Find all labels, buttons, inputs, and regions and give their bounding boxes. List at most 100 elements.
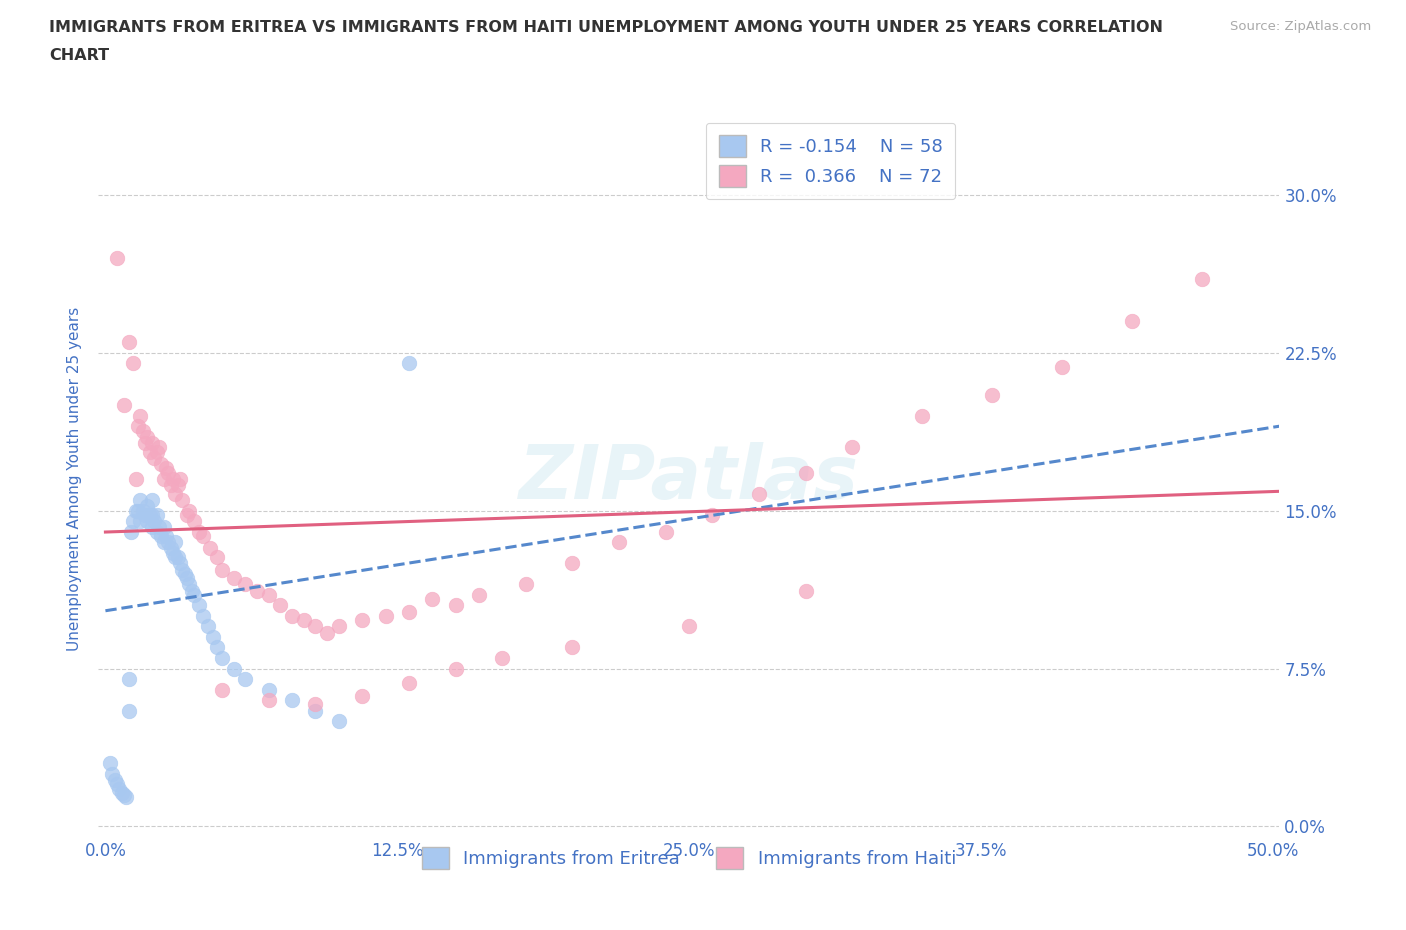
Point [148,440,170,455]
Point [141,435,163,451]
Point [183,513,205,528]
Point [211,682,233,697]
Point [150,457,173,472]
Point [98,756,121,771]
Point [183,588,205,603]
Point [200,541,222,556]
Point [398,604,420,619]
Point [561,640,583,655]
Point [136,498,159,513]
Point [165,486,187,501]
Point [398,355,420,370]
Point [1121,313,1143,328]
Point [398,676,420,691]
Point [197,619,219,634]
Point [257,693,280,708]
Point [127,418,149,433]
Point [235,671,257,686]
Text: Source: ZipAtlas.com: Source: ZipAtlas.com [1230,20,1371,33]
Point [101,766,124,781]
Point [491,651,513,666]
Point [136,513,159,528]
Point [169,556,191,571]
Point [281,693,304,708]
Point [165,535,187,550]
Point [118,703,141,718]
Point [172,562,194,577]
Point [444,661,467,676]
Point [201,630,224,644]
Point [257,682,280,697]
Point [159,541,181,556]
Point [169,472,191,486]
Point [207,640,229,655]
Point [157,465,180,480]
Point [654,525,676,539]
Point [352,688,374,703]
Point [702,508,724,523]
Point [141,493,163,508]
Point [139,508,162,523]
Point [187,525,209,539]
Point [152,520,174,535]
Point [166,478,188,493]
Point [193,608,215,623]
Point [235,577,257,591]
Point [122,513,145,528]
Point [141,508,163,523]
Point [172,493,194,508]
Point [155,528,177,543]
Point [468,588,491,603]
Point [143,513,166,528]
Point [193,528,215,543]
Point [152,535,174,550]
Point [304,697,326,711]
Point [179,503,201,518]
Point [211,651,233,666]
Text: ZIPatlas: ZIPatlas [519,443,859,515]
Point [111,785,134,800]
Point [148,520,170,535]
Text: IMMIGRANTS FROM ERITREA VS IMMIGRANTS FROM HAITI UNEMPLOYMENT AMONG YOUTH UNDER : IMMIGRANTS FROM ERITREA VS IMMIGRANTS FR… [49,20,1163,35]
Point [515,577,537,591]
Point [420,591,443,606]
Point [118,335,141,350]
Point [374,608,396,623]
Point [165,550,187,565]
Point [127,503,149,518]
Point [125,503,148,518]
Point [678,619,700,634]
Point [105,777,128,791]
Point [157,535,180,550]
Point [105,250,128,265]
Point [129,408,152,423]
Point [162,545,184,560]
Point [120,525,142,539]
Point [122,355,145,370]
Point [981,387,1004,402]
Point [211,562,233,577]
Point [187,598,209,613]
Point [136,430,159,445]
Point [222,570,245,585]
Y-axis label: Unemployment Among Youth under 25 years: Unemployment Among Youth under 25 years [67,307,83,651]
Point [352,613,374,628]
Point [108,781,131,796]
Point [841,440,863,455]
Point [141,520,163,535]
Point [129,493,152,508]
Point [179,577,201,591]
Point [207,550,229,565]
Point [150,528,173,543]
Point [132,503,155,518]
Point [134,435,156,451]
Point [561,556,583,571]
Point [222,661,245,676]
Point [269,598,291,613]
Point [444,598,467,613]
Point [104,773,127,788]
Point [173,566,195,581]
Point [1052,360,1074,375]
Point [180,583,202,598]
Point [134,508,156,523]
